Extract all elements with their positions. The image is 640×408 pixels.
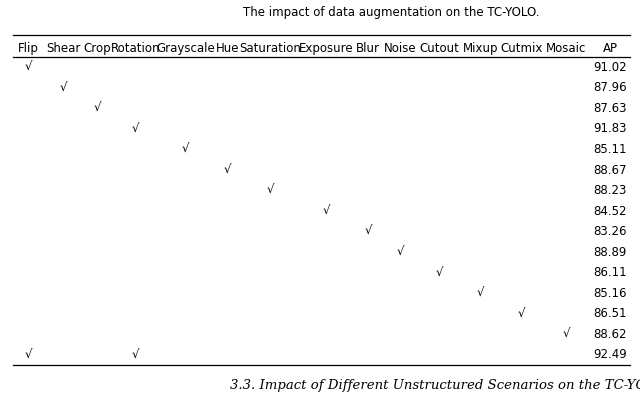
Text: Crop: Crop: [84, 42, 111, 55]
Text: 88.89: 88.89: [593, 246, 627, 259]
Text: √: √: [25, 348, 33, 361]
Text: 86.11: 86.11: [593, 266, 627, 279]
Text: √: √: [518, 307, 525, 320]
Text: 85.16: 85.16: [593, 287, 627, 300]
Text: 88.67: 88.67: [593, 164, 627, 177]
Text: √: √: [132, 348, 140, 361]
Text: 86.51: 86.51: [593, 307, 627, 320]
Text: 3.3. Impact of Different Unstructured Scenarios on the TC-YOLO: 3.3. Impact of Different Unstructured Sc…: [230, 379, 640, 392]
Text: 85.11: 85.11: [593, 143, 627, 156]
Text: AP: AP: [602, 42, 618, 55]
Text: Grayscale: Grayscale: [156, 42, 215, 55]
Text: √: √: [397, 246, 404, 259]
Text: The impact of data augmentation on the TC-YOLO.: The impact of data augmentation on the T…: [243, 6, 540, 19]
Text: Hue: Hue: [216, 42, 239, 55]
Text: 87.96: 87.96: [593, 82, 627, 94]
Text: √: √: [132, 122, 140, 135]
Text: 91.02: 91.02: [593, 61, 627, 74]
Text: Flip: Flip: [18, 42, 39, 55]
Text: Blur: Blur: [356, 42, 380, 55]
Text: √: √: [224, 164, 232, 177]
Text: √: √: [364, 225, 372, 238]
Text: Exposure: Exposure: [299, 42, 353, 55]
Text: Rotation: Rotation: [111, 42, 161, 55]
Text: 87.63: 87.63: [593, 102, 627, 115]
Text: 91.83: 91.83: [593, 122, 627, 135]
Text: √: √: [267, 184, 274, 197]
Text: √: √: [93, 102, 101, 115]
Text: √: √: [477, 287, 484, 300]
Text: 92.49: 92.49: [593, 348, 627, 361]
Text: Cutmix: Cutmix: [500, 42, 543, 55]
Text: √: √: [25, 61, 33, 74]
Text: Mosaic: Mosaic: [546, 42, 586, 55]
Text: √: √: [436, 266, 444, 279]
Text: Saturation: Saturation: [239, 42, 301, 55]
Text: Cutout: Cutout: [420, 42, 460, 55]
Text: Mixup: Mixup: [463, 42, 499, 55]
Text: 88.23: 88.23: [593, 184, 627, 197]
Text: √: √: [182, 143, 189, 156]
Text: 84.52: 84.52: [593, 205, 627, 217]
Text: √: √: [323, 205, 330, 217]
Text: Shear: Shear: [46, 42, 80, 55]
Text: √: √: [60, 82, 67, 94]
Text: Noise: Noise: [385, 42, 417, 55]
Text: 83.26: 83.26: [593, 225, 627, 238]
Text: 88.62: 88.62: [593, 328, 627, 341]
Text: √: √: [563, 328, 570, 341]
